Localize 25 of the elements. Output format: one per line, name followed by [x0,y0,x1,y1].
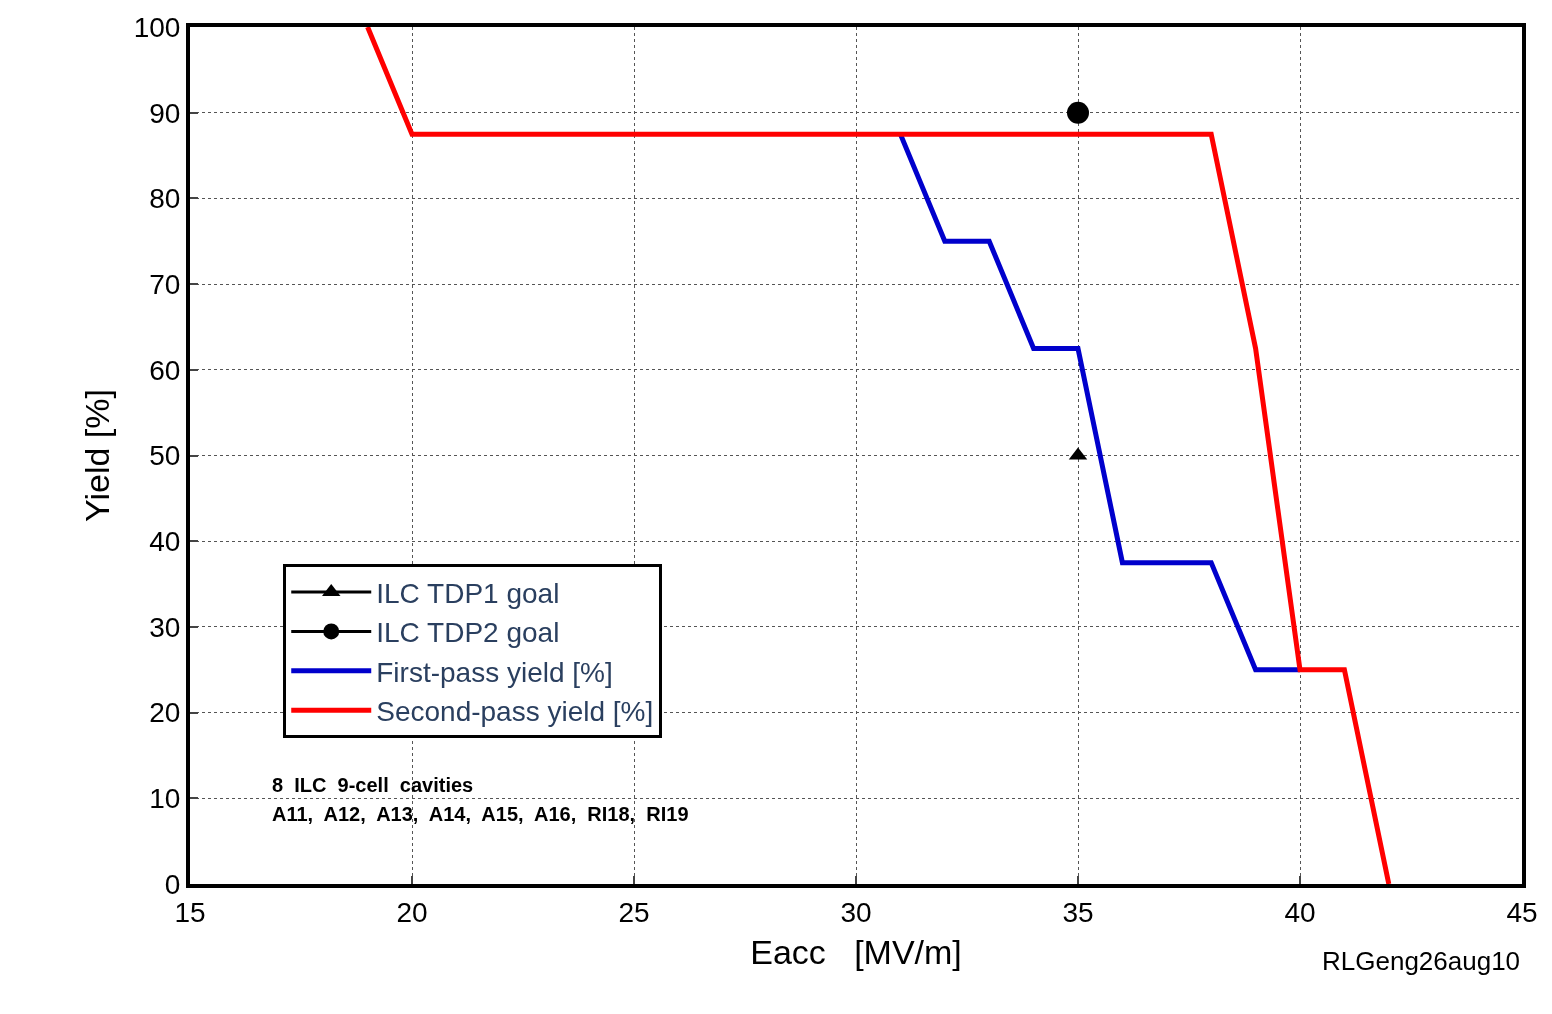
y-tick-label: 50 [149,440,181,472]
annotation: 8 ILC 9-cell cavities [272,774,474,796]
legend-label: ILC TDP1 goal [376,577,560,609]
x-tick-label: 45 [1506,896,1538,928]
y-tick-label: 80 [149,183,181,215]
y-tick-label: 100 [133,11,181,43]
x-tick-label: 30 [840,896,872,928]
y-tick-label: 10 [149,783,181,815]
y-tick-label: 20 [149,697,181,729]
y-tick-label: 70 [149,268,181,300]
y-tick-label: 30 [149,611,181,643]
y-tick-label: 40 [149,526,181,557]
x-tick-label: 40 [1284,896,1316,928]
x-tick-label: 35 [1062,896,1094,928]
legend-label: ILC TDP2 goal [376,617,560,649]
legend-label: Second-pass yield [%] [376,696,654,728]
legend-label: First-pass yield [%] [376,656,613,688]
y-axis-title: Yield [%] [77,389,116,522]
text: RLGeng26aug10 [1322,946,1521,976]
annotation: A11, A12, A13, A14, A15, A16, RI18, RI19 [272,803,689,825]
x-tick-label: 20 [396,896,428,928]
y-tick-label: 90 [149,97,181,129]
x-tick-label: 25 [618,896,650,928]
x-axis-title: Eacc [MV/m] [750,933,962,972]
y-tick-label: 60 [149,354,181,386]
